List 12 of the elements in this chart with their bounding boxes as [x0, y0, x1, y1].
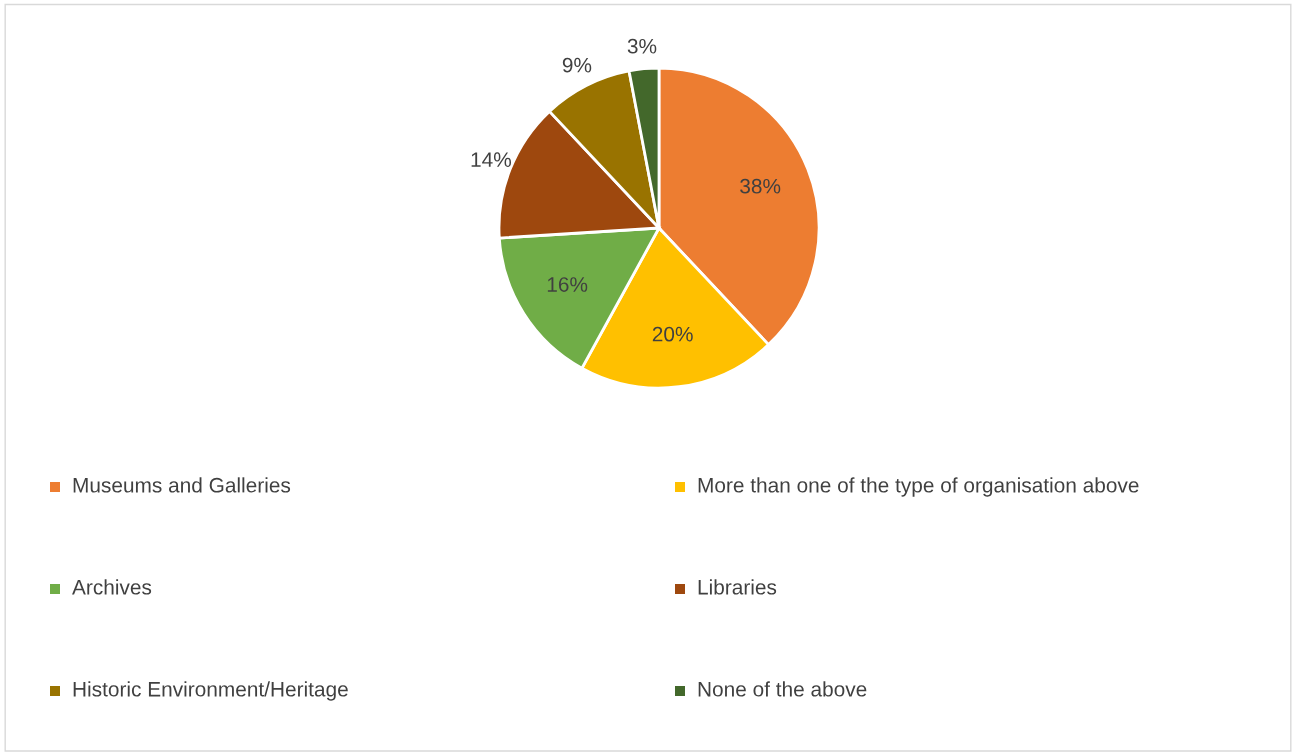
legend-label: Libraries [698, 579, 777, 595]
legend-label: Museums and Galleries [73, 477, 291, 493]
data-label: 38% [740, 178, 781, 194]
data-label: 14% [471, 152, 511, 167]
legend-label: More than one of the type of organisation above [698, 477, 1139, 497]
data-label: 20% [652, 326, 693, 342]
data-label: 16% [547, 277, 588, 292]
legend-label: None of the above [698, 681, 867, 697]
data-label: 3% [627, 38, 657, 54]
legend-label: Archives [72, 579, 152, 595]
legend-label: Historic Environment/Heritage [73, 681, 348, 701]
data-label: 9% [562, 57, 592, 73]
